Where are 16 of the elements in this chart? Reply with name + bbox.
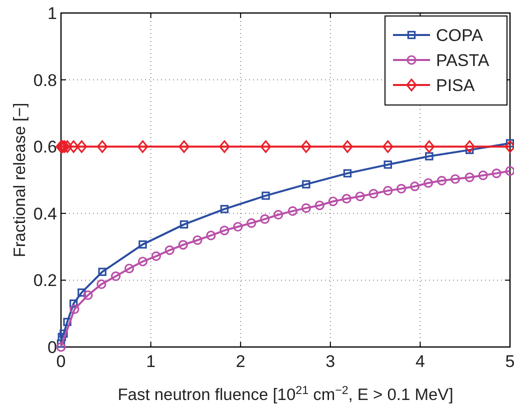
x-tick-label: 2 (236, 352, 246, 371)
y-tick-label: 0.6 (33, 138, 57, 157)
y-tick-label: 0 (48, 338, 57, 357)
legend-label: PASTA (436, 51, 490, 70)
x-tick-label: 5 (505, 352, 514, 371)
y-tick-label: 1 (48, 4, 57, 23)
x-axis-title: Fast neutron fluence [10$^{21}$ cm$^{−2}$, E > 0.1 MeV] (118, 385, 454, 404)
x-tick-label: 3 (326, 352, 336, 371)
y-tick-label: 0.4 (33, 204, 57, 224)
y-tick-label: 0.8 (33, 70, 57, 90)
legend-label: PISA (436, 76, 476, 95)
legend-label: COPA (436, 26, 484, 45)
x-tick-label: 1 (146, 352, 156, 371)
y-axis-title: Fractional release [−] (11, 102, 29, 258)
x-tick-label: 4 (415, 352, 425, 371)
y-tick-label: 0.2 (33, 271, 57, 290)
